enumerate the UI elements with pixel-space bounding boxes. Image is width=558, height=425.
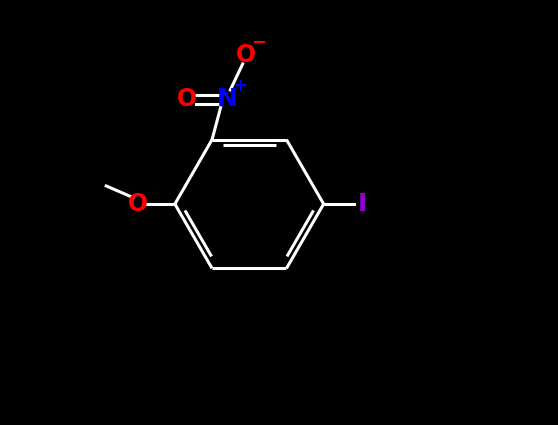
Text: N: N (217, 87, 237, 111)
Text: I: I (357, 192, 367, 216)
Text: −: − (251, 34, 266, 52)
Text: O: O (236, 42, 256, 67)
Text: +: + (234, 77, 248, 96)
Text: O: O (127, 192, 147, 216)
Text: O: O (176, 87, 196, 111)
